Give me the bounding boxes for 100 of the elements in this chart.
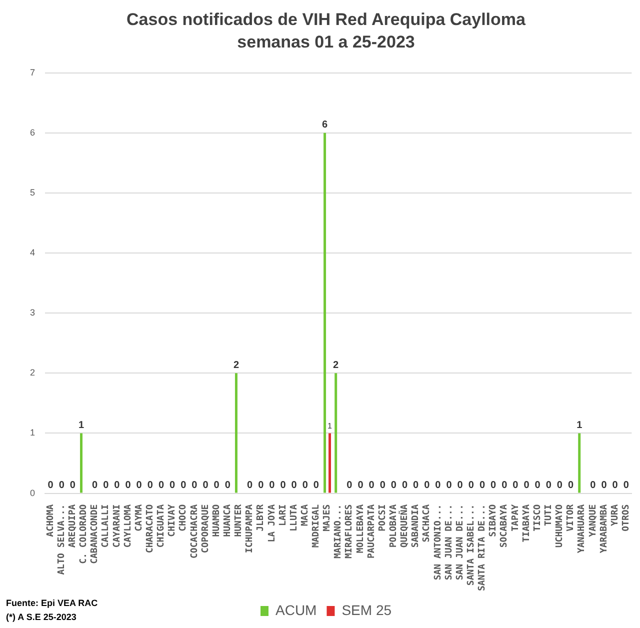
data-label: 0 [180,480,187,492]
data-label: 0 [269,480,276,492]
data-label: 0 [147,480,154,492]
data-label: 0 [435,480,442,492]
x-tick-label: LARI [278,504,288,526]
y-tick-label: 5 [30,187,36,198]
data-label: 0 [502,480,508,492]
x-tick-label: COPORAQUE [200,504,211,554]
x-tick-label: SABANDIA [411,504,422,548]
data-label: 0 [590,480,596,492]
data-label: 0 [258,480,264,492]
x-tick-label: TIABAYA [522,504,532,542]
x-tick-label: MACA [300,504,310,526]
data-label: 0 [202,480,209,492]
data-label: 0 [103,480,110,492]
data-label: 0 [457,480,464,492]
data-label: 0 [490,480,497,492]
x-tick-label: SAN JUAN DE... [444,504,454,580]
x-tick-label: OTROS [621,504,632,532]
x-tick-label: CHOCO [178,504,189,532]
x-tick-label: AREQUIPA [68,504,78,548]
data-label: 0 [214,480,220,492]
x-tick-label: ACHOMA [46,504,56,537]
data-label: 0 [568,480,574,492]
x-tick-label: TISCO [532,504,543,532]
data-label: 1 [576,420,583,431]
x-tick-label: TAPAY [510,504,521,532]
data-label: 0 [546,480,552,492]
data-label: 0 [313,480,320,492]
data-label: 0 [247,480,253,492]
data-label: 0 [48,480,54,492]
data-label: 0 [479,480,486,492]
y-tick-label: 4 [30,248,36,258]
x-tick-label: MADRIGAL [312,504,322,548]
data-label: 0 [158,480,164,492]
x-tick-label: ICHUPAMPA [245,504,256,554]
x-tick-label: SANTA ISABEL... [466,504,477,586]
data-label: 0 [612,480,618,492]
data-label: 1 [328,421,333,430]
x-tick-label: SAN JUAN DE... [455,504,466,580]
x-tick-label: ALTO SELVA... [56,504,67,575]
data-label: 0 [424,480,430,492]
data-label: 0 [125,480,132,492]
x-tick-label: MAJES [322,504,333,532]
data-label: 0 [524,480,530,492]
x-tick-label: CHIVAY [168,504,178,537]
x-tick-label: CAYMA [134,504,144,532]
bar [80,433,82,493]
chart-subtitle: semanas 01 a 25-2023 [237,32,415,52]
bar [234,373,238,493]
x-tick-label: CHIGUATA [156,504,167,548]
x-tick-label: MARIANO... [334,504,344,558]
y-tick-label: 2 [30,368,36,378]
x-tick-label: SAN ANTONIO... [433,504,444,580]
x-tick-label: CABANACONDE [90,504,100,564]
data-label: 0 [224,480,231,492]
x-tick-label: UCHUMAYO [555,504,566,548]
legend-label: SEM 25 [342,602,392,618]
data-label: 0 [346,480,353,492]
data-label: 0 [358,480,364,492]
x-tick-label: SOCABAYA [500,504,510,548]
data-label: 0 [302,480,308,492]
data-label: 6 [322,120,328,131]
x-tick-label: SACHACA [422,504,432,542]
x-tick-label: JLBYR [256,504,266,532]
x-tick-label: PAUCARPATA [366,504,377,558]
data-label: 0 [390,480,397,492]
x-tick-label: LLUTA [289,504,300,532]
data-label: 2 [233,360,240,371]
x-tick-label: LA JOYA [267,504,278,542]
data-label: 0 [92,480,98,492]
data-label: 0 [534,480,541,492]
data-label: 1 [78,420,84,431]
data-label: 0 [556,480,563,492]
x-tick-label: SIBAYO [488,504,499,537]
data-label: 0 [368,480,375,492]
data-label: 0 [70,480,76,492]
source-note: Fuente: Epi VEA RAC [6,597,98,610]
data-label: 0 [512,480,519,492]
data-label: 0 [291,480,298,492]
y-tick-label: 0 [30,488,36,498]
data-label: 0 [58,480,65,492]
data-label: 0 [136,480,142,492]
x-tick-label: QUEQUEÑA [398,504,410,548]
x-tick-label: SANTA RITA DE... [478,504,488,592]
data-label: 0 [601,480,608,492]
x-tick-label: YARABAMBA [599,504,610,554]
x-tick-label: COCACHACRA [190,504,200,558]
data-label: 0 [114,480,120,492]
data-label: 0 [623,480,630,492]
y-tick-label: 1 [30,428,36,438]
bar [334,373,338,493]
bar [328,433,331,493]
text: (*) A S.E 25-2023 [6,611,78,624]
data-label: 2 [333,360,340,371]
x-tick-label: CAYARANI [112,504,122,548]
y-tick-label: 3 [30,308,36,318]
x-tick-label: POCSI [378,504,388,532]
y-tick-label: 7 [30,67,36,78]
x-tick-label: VITOR [566,504,576,532]
